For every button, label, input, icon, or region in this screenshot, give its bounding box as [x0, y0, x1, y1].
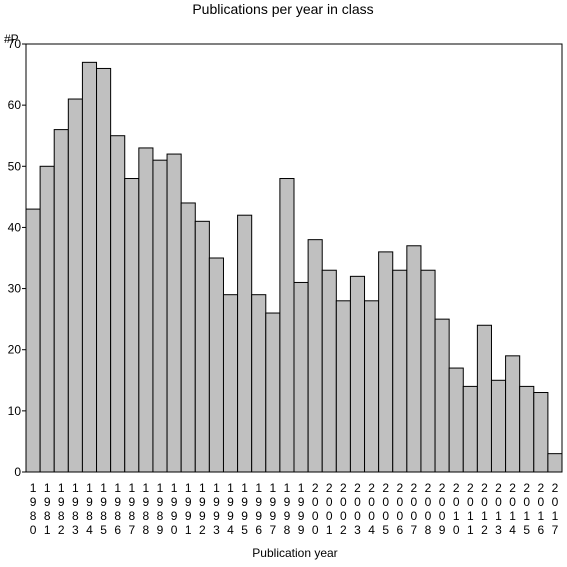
bar-2011 [462, 385, 478, 473]
bar-1997 [265, 312, 281, 473]
y-tick-label: 0 [14, 465, 21, 479]
bar-1991 [180, 202, 196, 473]
y-tick-label: 30 [8, 282, 22, 296]
bar-1994 [222, 294, 239, 473]
bar-2008 [420, 269, 436, 473]
bar-1981 [39, 165, 55, 473]
bar-2017 [547, 453, 563, 473]
y-tick-label: 70 [8, 37, 22, 51]
bar-2016 [533, 392, 549, 473]
y-tick-label: 60 [8, 98, 22, 112]
bar-2003 [349, 275, 366, 473]
y-axis-ticks: 0 10 20 30 40 50 60 70 [8, 37, 26, 479]
bar-2006 [392, 269, 408, 473]
bar-1996 [251, 294, 267, 473]
y-tick-label: 40 [8, 220, 22, 234]
bar-2009 [434, 318, 450, 473]
bar-1980 [25, 208, 41, 473]
bar-1993 [208, 257, 224, 473]
bar-1995 [237, 214, 253, 473]
bar-2014 [505, 355, 521, 473]
bar-1983 [67, 98, 83, 473]
y-tick-label: 50 [8, 159, 22, 173]
bar-1999 [293, 281, 309, 473]
y-tick-label: 20 [8, 343, 22, 357]
bar-1990 [166, 153, 182, 473]
bar-2002 [335, 300, 351, 473]
bar-2000 [307, 239, 323, 473]
bar-2012 [476, 324, 492, 473]
plot-frame [25, 43, 563, 473]
bar-1985 [96, 67, 112, 473]
x-axis-label: Publication year [252, 546, 337, 560]
bar-1989 [152, 159, 168, 473]
bars-group [25, 61, 563, 473]
bar-2013 [490, 379, 507, 473]
bar-2001 [321, 269, 337, 473]
bar-1984 [81, 61, 98, 473]
bar-1992 [194, 220, 210, 473]
bar-1988 [138, 147, 154, 473]
bar-1986 [110, 135, 126, 473]
bar-2005 [378, 251, 394, 473]
bar-1982 [53, 129, 69, 473]
bar-2015 [519, 385, 535, 473]
bar-2004 [364, 300, 380, 473]
chart-title: Publications per year in class [192, 1, 373, 17]
x-axis-ticks: 1 9 8 0 1 9 8 1 1 9 8 2 1 9 8 3 1 9 8 4 1 9 8 5 1 9 8 6 1 9 8 7 1 9 8 8 1 9 8 9… [30, 481, 559, 537]
bar-2007 [406, 245, 422, 473]
bar-1998 [279, 178, 295, 473]
y-axis-label: #P [4, 32, 19, 46]
bar-1987 [124, 178, 140, 473]
bar-2010 [448, 367, 464, 473]
y-tick-label: 10 [8, 404, 22, 418]
